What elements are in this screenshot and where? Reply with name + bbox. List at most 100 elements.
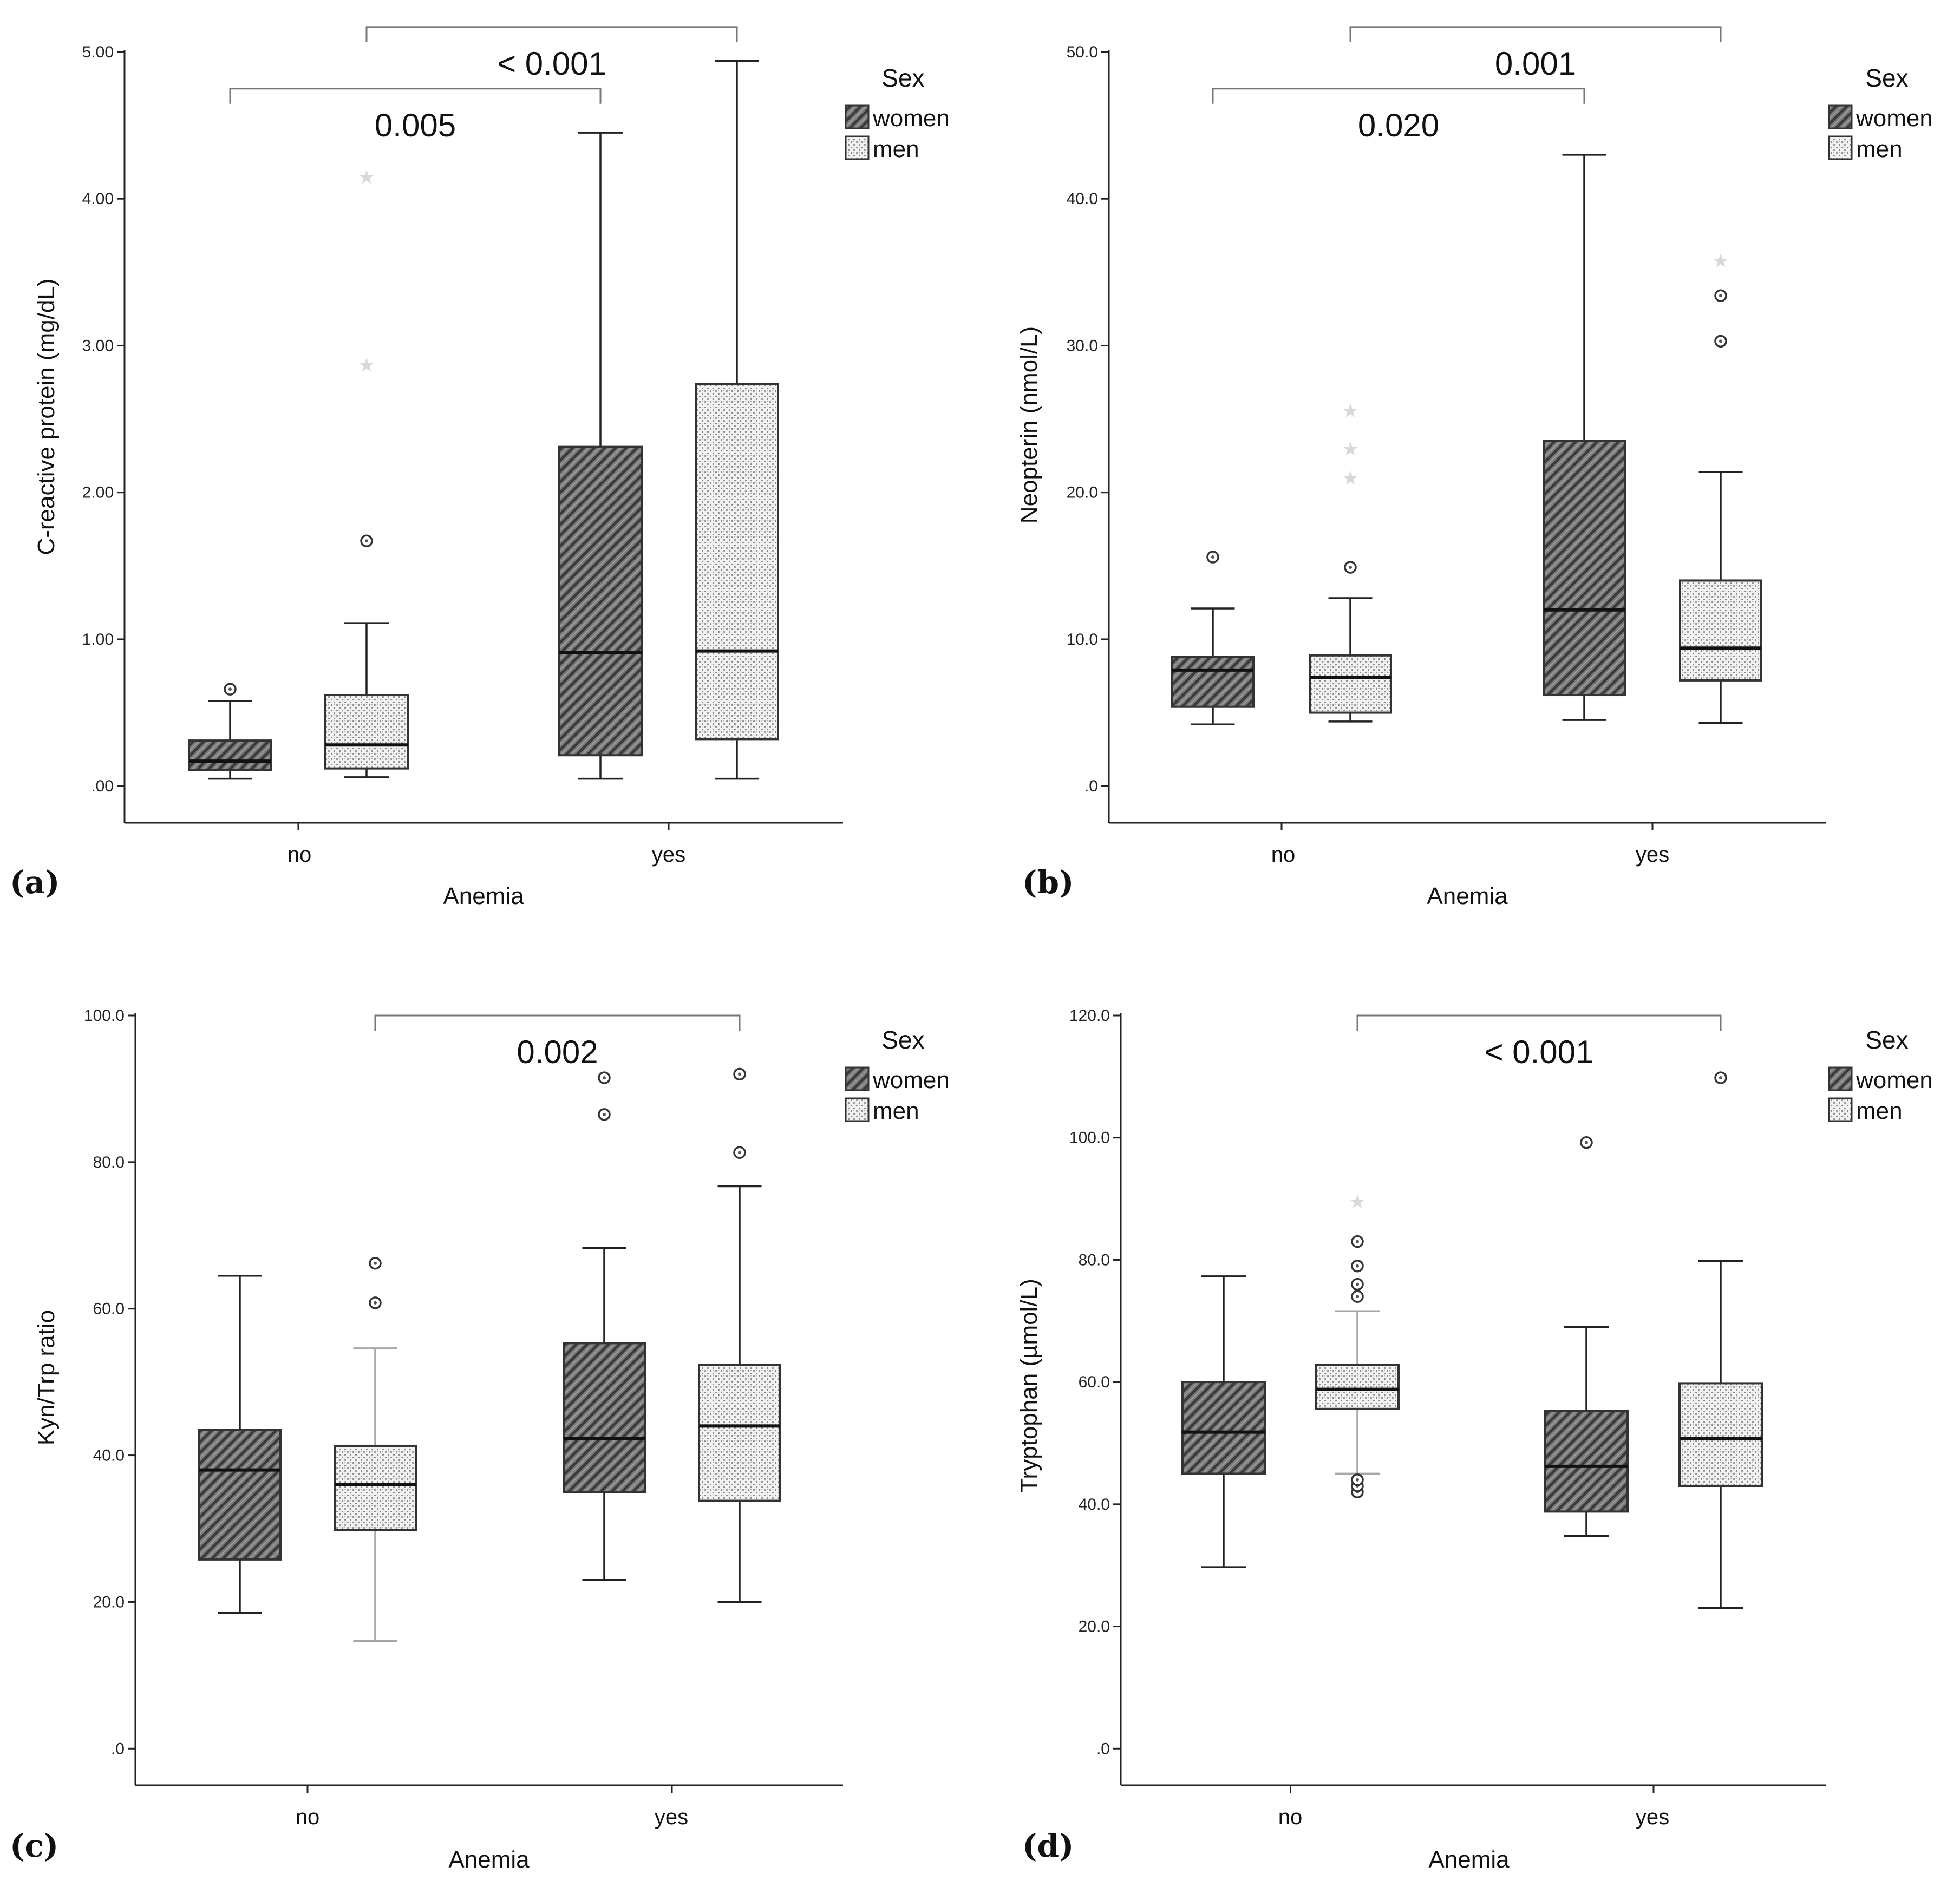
- panel-d: .0 20.0 40.0 60.0 80.0 100.0 120.0 ★ < 0.001 Try…: [1016, 1007, 1933, 1873]
- panel-c-box-yes-women: [563, 1071, 646, 1581]
- panel-a-xlabel: Anemia: [443, 883, 524, 909]
- panel-d-ytick-label: 40.0: [1079, 1496, 1110, 1513]
- panel-d-ytick-label: 20.0: [1079, 1618, 1110, 1636]
- extreme-point: ★: [1342, 468, 1359, 490]
- panel-a-box-no-women: [188, 683, 272, 780]
- outlier-point-center: [1585, 1141, 1588, 1144]
- panel-b-legend-title: Sex: [1865, 64, 1908, 92]
- outlier-point-center: [1356, 1282, 1359, 1286]
- panel-d-plot: .0 20.0 40.0 60.0 80.0 100.0 120.0 ★ < 0.001: [1069, 1007, 1826, 1793]
- outlier-point-center: [1719, 1076, 1722, 1080]
- iqr-box: [188, 739, 272, 771]
- panel-c-ytick-label: .0: [111, 1740, 125, 1758]
- panel-d-bracket-0: < 0.001: [1356, 1014, 1722, 1070]
- panel-d-ytick-label: 100.0: [1069, 1129, 1110, 1147]
- significance-label: 0.005: [375, 107, 456, 143]
- significance-bracket: [365, 26, 738, 42]
- outlier-point-center: [603, 1112, 606, 1116]
- panel-d-box-yes-women: [1544, 1136, 1629, 1537]
- outlier-point-center: [1356, 1478, 1359, 1482]
- panel-d-ytick-label: 80.0: [1079, 1251, 1110, 1269]
- panel-b-bracket-0: 0.020: [1212, 88, 1585, 143]
- panel-c-ytick-label: 40.0: [93, 1447, 125, 1465]
- significance-bracket: [1356, 1014, 1722, 1031]
- panel-a-legend-swatch-men: [845, 135, 870, 160]
- panel-d-ytick-label: .0: [1096, 1740, 1110, 1758]
- panel-b-legend-swatch-men: [1828, 135, 1853, 160]
- significance-bracket: [374, 1014, 741, 1031]
- panel-c-ytick-label: 100.0: [84, 1007, 125, 1025]
- outlier-point-center: [1719, 339, 1722, 343]
- panel-a-box-yes-women: [558, 132, 643, 780]
- iqr-box: [1181, 1381, 1266, 1475]
- iqr-box: [1315, 1364, 1400, 1410]
- significance-label: 0.020: [1358, 107, 1439, 143]
- panel-b-bracket-1: 0.001: [1349, 26, 1722, 82]
- panel-c-ylabel: Kyn/Trp ratio: [33, 1310, 60, 1445]
- panel-b-xlabel: Anemia: [1427, 883, 1508, 909]
- outlier-point-center: [1356, 1240, 1359, 1243]
- panel-b: .0 10.0 20.0 30.0 40.0 50.0 ★ ★ ★ ★ 0.020 0.001 Neo…: [1016, 26, 1933, 909]
- outlier-point-center: [1356, 1295, 1359, 1299]
- panel-d-legend-label-women: women: [1856, 1067, 1933, 1093]
- panel-a-ylabel: C-reactive protein (mg/dL): [33, 278, 60, 555]
- iqr-box: [563, 1342, 646, 1493]
- panel-a: .001.002.003.004.005.00★★0.005< 0.001 C-…: [10, 26, 950, 909]
- panel-c-ytick-label: 60.0: [93, 1300, 125, 1318]
- panel-b-ytick-label: 40.0: [1067, 190, 1098, 208]
- panel-d-xlabel: Anemia: [1428, 1846, 1510, 1873]
- outlier-point-center: [374, 1261, 377, 1265]
- panel-d-legend-swatch-women: [1828, 1066, 1853, 1091]
- extreme-point: ★: [358, 167, 375, 189]
- extreme-point: ★: [1349, 1191, 1366, 1213]
- panel-a-plot: .001.002.003.004.005.00★★0.005< 0.001: [82, 26, 843, 830]
- panel-d-legend-swatch-men: [1828, 1097, 1853, 1122]
- iqr-box: [1543, 440, 1626, 697]
- panel-a-ytick-label: 2.00: [82, 484, 114, 502]
- panel-d-ytick-label: 60.0: [1079, 1373, 1110, 1391]
- panel-c-legend-title: Sex: [881, 1026, 924, 1054]
- outlier-point-center: [1356, 1264, 1359, 1268]
- panel-b-box-yes-women: [1543, 154, 1626, 721]
- panel-a-legend-label-women: women: [872, 105, 950, 132]
- panel-c: .0 20.0 40.0 60.0 80.0 100.0 0.002 Kyn/Trp rat…: [10, 1007, 950, 1873]
- panel-d-letter: (d): [1022, 1827, 1074, 1864]
- panel-c-legend-label-men: men: [873, 1098, 919, 1124]
- panel-a-legend-title: Sex: [881, 64, 924, 92]
- panel-a-legend: Sex women men: [845, 64, 950, 162]
- iqr-box: [324, 694, 409, 770]
- panel-b-plot: .0 10.0 20.0 30.0 40.0 50.0 ★ ★ ★ ★ 0.020 0.001: [1067, 26, 1826, 830]
- panel-a-letter: (a): [10, 864, 60, 901]
- extreme-point: ★: [1342, 400, 1359, 422]
- panel-b-ytick-label: 30.0: [1067, 337, 1098, 355]
- panel-c-letter: (c): [10, 1827, 58, 1864]
- panel-b-ytick-label: 10.0: [1067, 631, 1098, 648]
- iqr-box: [695, 382, 779, 741]
- outlier-point-center: [365, 539, 368, 543]
- panel-b-category-no: no: [1271, 843, 1296, 867]
- panel-d-ylabel: Tryptophan (µmol/L): [1016, 1279, 1042, 1492]
- iqr-box: [198, 1429, 282, 1561]
- panel-a-bracket-1: < 0.001: [365, 26, 738, 82]
- panel-b-legend: Sex women men: [1828, 64, 1933, 162]
- panel-b-ylabel: Neopterin (nmol/L): [1016, 326, 1042, 523]
- panel-b-letter: (b): [1022, 864, 1074, 901]
- iqr-box: [558, 445, 643, 757]
- extreme-point: ★: [1342, 438, 1359, 460]
- panel-d-category-no: no: [1278, 1805, 1303, 1829]
- panel-a-bracket-0: 0.005: [229, 88, 602, 143]
- panel-d-box-yes-men: [1678, 1071, 1763, 1609]
- panel-c-ytick-label: 80.0: [93, 1154, 125, 1171]
- iqr-box: [1678, 1382, 1763, 1487]
- panel-d-box-no-women: [1181, 1275, 1266, 1568]
- significance-label: 0.001: [1495, 45, 1576, 82]
- outlier-point-center: [603, 1076, 606, 1080]
- panel-c-legend-swatch-women: [845, 1066, 870, 1091]
- significance-label: < 0.001: [497, 45, 606, 82]
- panel-a-ytick-label: .00: [91, 777, 114, 795]
- panel-b-category-yes: yes: [1636, 843, 1669, 867]
- panel-b-ytick-label: .0: [1084, 777, 1098, 795]
- panel-a-legend-label-men: men: [873, 136, 919, 162]
- panel-c-box-no-men: [334, 1256, 417, 1642]
